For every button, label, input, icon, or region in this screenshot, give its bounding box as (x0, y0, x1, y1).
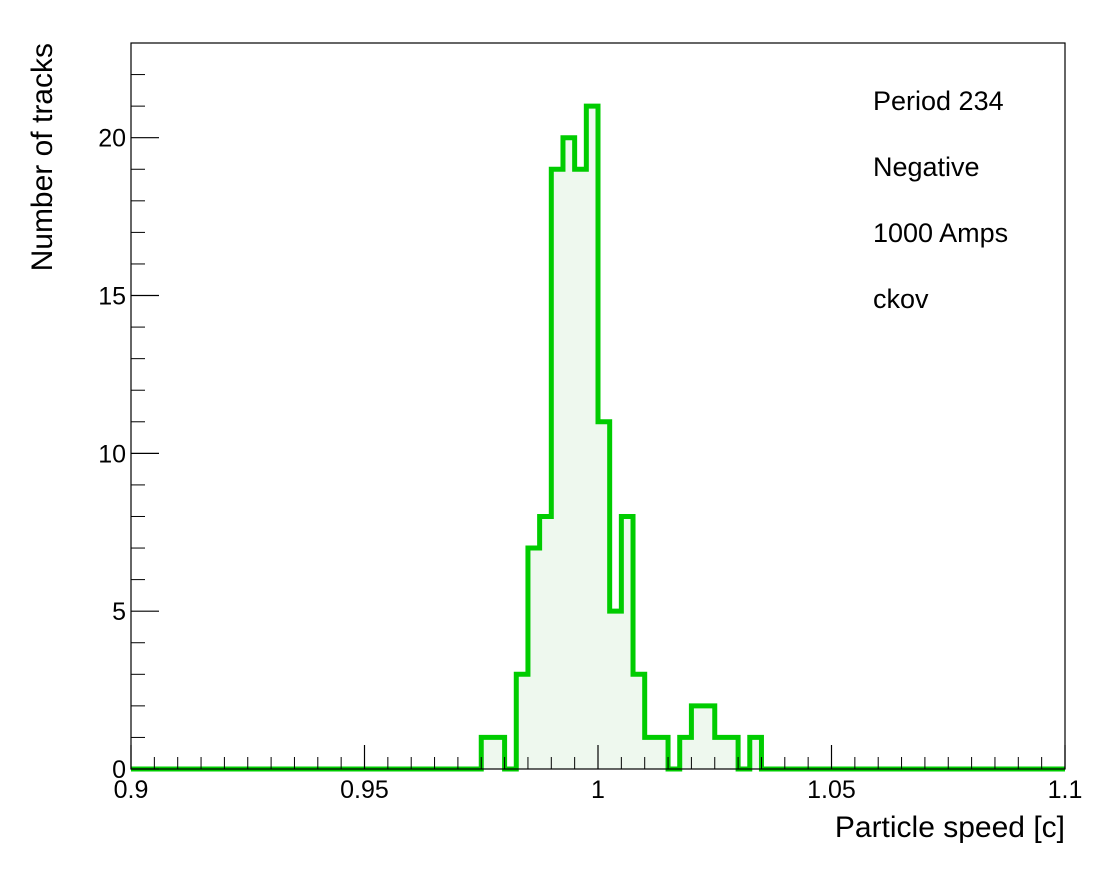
annotation-line: Negative (873, 152, 980, 182)
histogram-bars (481, 106, 761, 769)
annotation-line: Period 234 (873, 86, 1004, 116)
x-axis: 0.9 0.95 1 1.05 1.1 (114, 745, 1083, 804)
x-tick-label: 0.95 (340, 776, 389, 804)
x-tick-label: 1 (591, 776, 605, 804)
x-tick-label: 0.9 (114, 776, 149, 804)
histogram-bin (481, 737, 504, 769)
annotation-line: ckov (873, 284, 929, 314)
x-tick-label: 1.05 (807, 776, 856, 804)
annotation-line: 1000 Amps (873, 218, 1008, 248)
histogram-bin (610, 611, 622, 769)
annotation-box: Period 234 Negative 1000 Amps ckov (873, 86, 1008, 314)
histogram-bin (691, 706, 714, 769)
histogram-outline-layer (131, 103, 1065, 772)
y-tick-label: 5 (112, 598, 126, 626)
histogram-bin (645, 737, 668, 769)
y-tick-label: 10 (98, 440, 126, 468)
histogram-bin (540, 516, 552, 769)
histogram-bin (575, 169, 587, 769)
y-axis-title: Number of tracks (26, 43, 59, 271)
y-tick-label: 0 (112, 756, 126, 784)
x-axis-title: Particle speed [c] (835, 811, 1065, 844)
histogram-bin (563, 138, 575, 769)
x-tick-label: 1.1 (1048, 776, 1083, 804)
y-tick-label: 15 (98, 283, 126, 311)
histogram-bin (715, 737, 738, 769)
histogram-fill (131, 106, 1065, 769)
y-axis: 0 5 10 15 20 (98, 42, 159, 784)
histogram-outline (131, 103, 1065, 772)
y-tick-label: 20 (98, 125, 126, 153)
histogram-fill-layer (131, 106, 1065, 769)
